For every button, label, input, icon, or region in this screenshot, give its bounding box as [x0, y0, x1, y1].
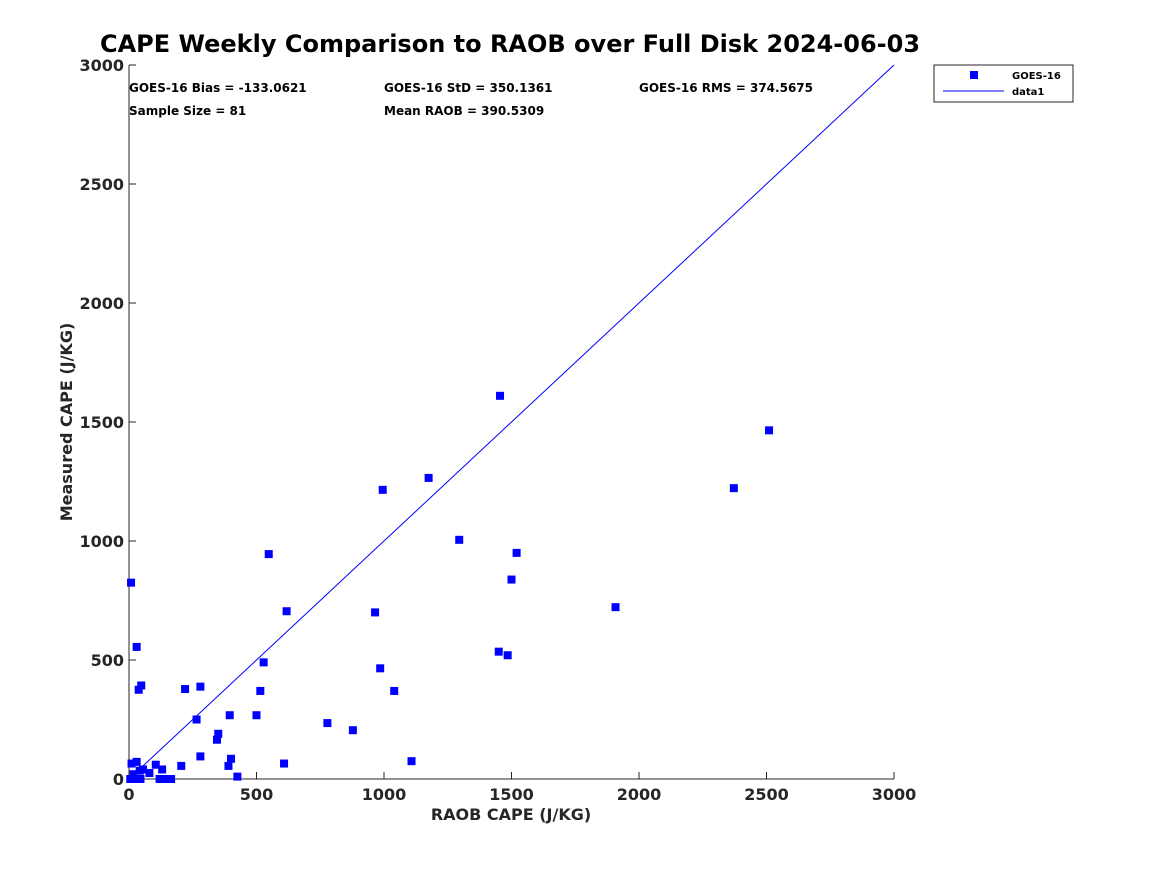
data-point [167, 775, 176, 783]
data-point [455, 535, 464, 544]
data-point [512, 548, 521, 557]
x-tick-label: 3000 [872, 785, 917, 804]
data-point [259, 658, 268, 667]
data-point [407, 757, 416, 766]
y-tick-label: 3000 [79, 56, 124, 75]
legend-label-goes16: GOES-16 [1012, 71, 1061, 82]
stat-sample-size: Sample Size = 81 [129, 104, 246, 118]
data-point [348, 726, 357, 735]
data-point [378, 485, 387, 494]
x-tick-label: 1000 [362, 785, 407, 804]
data-point [376, 664, 385, 673]
data-point [158, 765, 167, 774]
x-ticks: 0 500 1000 1500 2000 2500 3000 [123, 772, 916, 804]
legend-label-data1: data1 [1012, 87, 1044, 98]
data-point [127, 578, 136, 587]
x-tick-label: 2000 [617, 785, 662, 804]
data-point [155, 775, 164, 783]
data-point [177, 761, 186, 770]
stat-std: GOES-16 StD = 350.1361 [384, 81, 553, 95]
y-ticks: 0 500 1000 1500 2000 2500 3000 [79, 56, 136, 789]
y-tick-label: 1000 [79, 532, 124, 551]
data-point [371, 608, 380, 617]
y-tick-label: 2000 [79, 294, 124, 313]
data-point [196, 682, 205, 691]
data-point [256, 686, 265, 695]
data-point [181, 685, 190, 694]
data-point [136, 775, 145, 783]
data-point [252, 711, 261, 720]
stat-rms: GOES-16 RMS = 374.5675 [639, 81, 813, 95]
data-point [145, 769, 154, 778]
data-point [151, 760, 160, 769]
data-point [765, 426, 774, 435]
data-point [390, 686, 399, 695]
y-axis-label: Measured CAPE (J/KG) [57, 323, 76, 522]
data-point [264, 550, 273, 559]
data-point [196, 752, 205, 761]
data-point [496, 391, 505, 400]
data-point [139, 765, 148, 774]
x-tick-label: 2500 [744, 785, 789, 804]
data-point [280, 759, 289, 768]
data-point [224, 761, 233, 770]
legend-marker-goes16 [970, 71, 978, 79]
data-point [132, 642, 141, 651]
data-point [225, 711, 234, 720]
data-point [212, 735, 221, 744]
data-point [227, 754, 235, 763]
legend-box [933, 64, 1074, 103]
x-tick-label: 1500 [489, 785, 534, 804]
y-tick-label: 1500 [79, 413, 124, 432]
data-point [129, 770, 138, 779]
data-point [494, 647, 503, 656]
stats-annotations: GOES-16 Bias = -133.0621 GOES-16 StD = 3… [129, 81, 813, 118]
data-point [132, 757, 141, 766]
data-point [233, 772, 242, 781]
x-tick-label: 500 [240, 785, 273, 804]
chart-title: CAPE Weekly Comparison to RAOB over Full… [100, 30, 920, 58]
line-data1 [128, 64, 895, 780]
data-point [282, 607, 291, 616]
data-point [729, 484, 738, 493]
legend: GOES-16 data1 [933, 64, 1074, 103]
series-data1 [128, 64, 895, 780]
stat-bias: GOES-16 Bias = -133.0621 [129, 81, 307, 95]
data-point [323, 719, 332, 728]
x-tick-label: 0 [123, 785, 134, 804]
data-point [424, 473, 433, 482]
y-tick-label: 0 [113, 770, 124, 789]
data-point [137, 681, 146, 690]
series-goes16 [126, 391, 774, 783]
x-axis-label: RAOB CAPE (J/KG) [431, 805, 591, 824]
data-point [127, 759, 136, 768]
plot-area: 0 500 1000 1500 2000 2500 3000 0 500 1000 1500 200… [79, 56, 916, 804]
stat-mean-raob: Mean RAOB = 390.5309 [384, 104, 544, 118]
y-tick-label: 2500 [79, 175, 124, 194]
data-point [611, 603, 620, 612]
data-point [503, 651, 512, 660]
data-point [214, 729, 223, 738]
data-point [134, 685, 143, 694]
y-tick-label: 500 [91, 651, 124, 670]
data-point [192, 715, 201, 724]
data-point [507, 575, 516, 584]
